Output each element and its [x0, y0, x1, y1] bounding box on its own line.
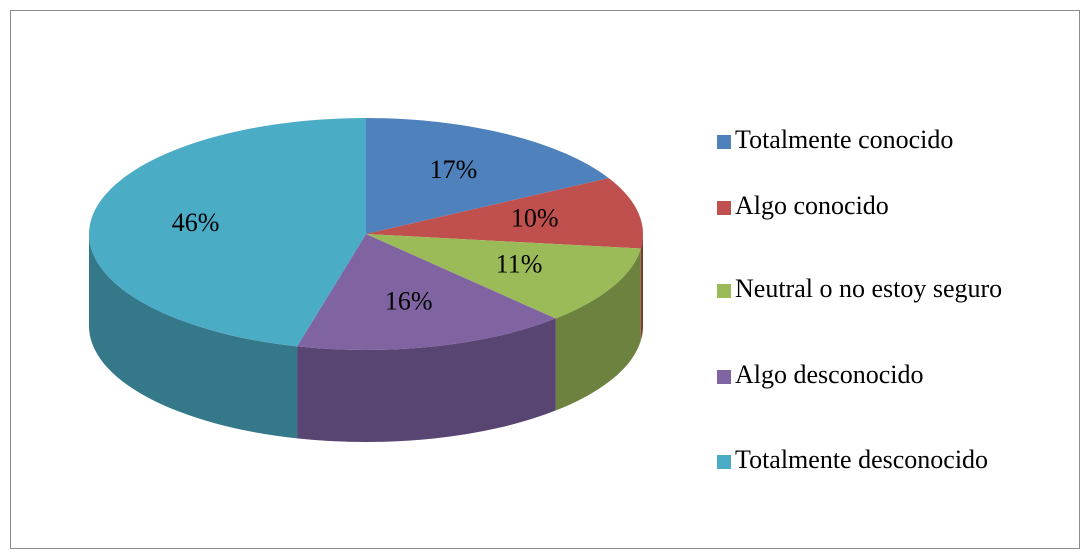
legend-label: Algo desconocido [735, 360, 923, 389]
pie-slice [366, 234, 641, 319]
legend-swatch [717, 455, 731, 469]
pie-side [89, 234, 298, 439]
data-label: 10% [511, 203, 559, 232]
legend-label: Algo conocido [735, 191, 889, 220]
pie-slice [88, 118, 367, 347]
legend-swatch [717, 201, 731, 215]
pie-side [555, 248, 641, 411]
pie-side [297, 318, 556, 443]
pie-slice [366, 178, 643, 249]
labels: 17% 10% 11% 16% 46% Totalmente conocido Algo c… [172, 125, 1002, 474]
pie-side-shade [297, 318, 556, 443]
legend-swatch [717, 135, 731, 149]
data-label: 16% [385, 287, 433, 316]
pie-side-shade [640, 234, 643, 341]
pie-sides [89, 234, 643, 443]
pie-slice [366, 118, 609, 234]
legend-label: Totalmente desconocido [735, 445, 988, 474]
data-label: 11% [496, 250, 543, 279]
pie-side-shade [89, 234, 298, 439]
data-label: 46% [172, 208, 220, 237]
legend-label: Totalmente conocido [735, 125, 953, 154]
pie-side-shade [555, 248, 641, 411]
data-label: 17% [430, 155, 478, 184]
legend-label: Neutral o no estoy seguro [735, 274, 1002, 303]
pie-tops [88, 118, 643, 350]
legend-swatch [717, 370, 731, 384]
pie-side [640, 234, 643, 341]
pie-slice [297, 234, 556, 350]
legend-swatch [717, 284, 731, 298]
